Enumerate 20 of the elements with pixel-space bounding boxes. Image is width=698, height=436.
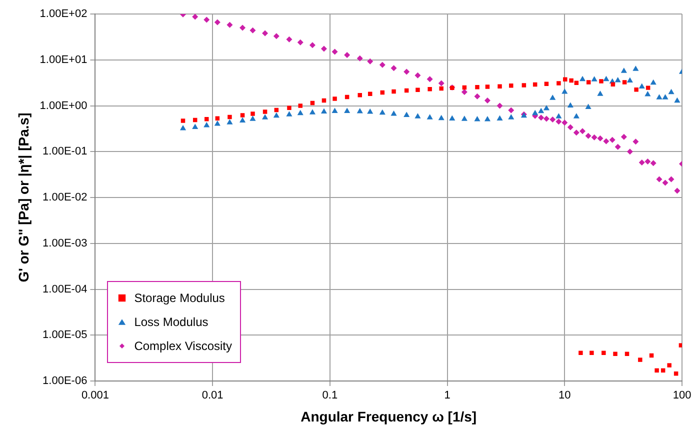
y-tick-label: 1.00E-01 — [42, 146, 88, 158]
legend-label: Loss Modulus — [134, 315, 208, 329]
x-tick-label: 100 — [672, 390, 692, 402]
x-tick-label: 0.1 — [322, 390, 338, 402]
y-tick-label: 1.00E-06 — [42, 375, 88, 388]
y-tick-label: 1.00E+00 — [40, 100, 88, 112]
y-tick-label: 1.00E+01 — [40, 54, 88, 66]
x-tick-label: 10 — [558, 390, 571, 402]
legend-label: Complex Viscosity — [134, 339, 232, 353]
y-tick-label: 1.00E-02 — [42, 192, 88, 204]
x-tick-label: 1 — [444, 390, 450, 402]
y-tick-label: 1.00E-05 — [42, 329, 88, 342]
legend-label: Storage Modulus — [134, 291, 225, 305]
y-tick-label: 1.00E-03 — [42, 237, 88, 250]
y-axis-title: G' or G" [Pa] or |η*| [Pa.s] — [15, 112, 32, 282]
x-tick-label: 0.001 — [81, 390, 109, 402]
y-tick-label: 1.00E+02 — [40, 8, 88, 20]
x-tick-label: 0.01 — [202, 390, 224, 402]
y-tick-label: 1.00E-04 — [42, 283, 88, 296]
x-axis-title: Angular Frequency ω [1/s] — [300, 408, 477, 424]
